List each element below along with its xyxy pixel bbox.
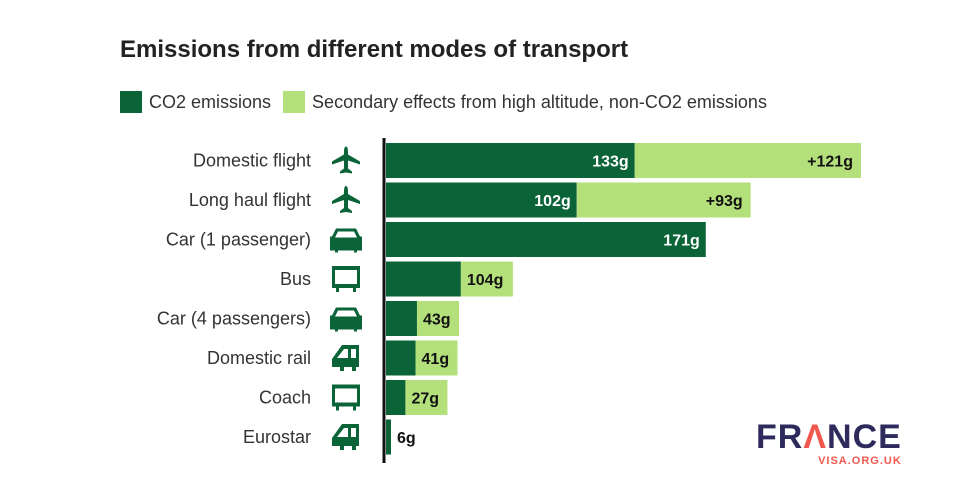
data-label-co2: 6g <box>397 430 416 447</box>
bar-co2 <box>386 222 706 257</box>
legend-label-co2: CO2 emissions <box>149 91 272 112</box>
plane-icon <box>332 186 360 213</box>
chart-title: Emissions from different modes of transp… <box>120 36 629 63</box>
car-icon <box>330 228 362 253</box>
bar-co2 <box>386 182 577 218</box>
bar-co2 <box>386 143 635 178</box>
data-label-co2: 104g <box>467 272 503 289</box>
data-label-co2: 133g <box>592 154 628 171</box>
data-label-co2: 41g <box>422 351 450 368</box>
data-label-co2: 171g <box>663 233 699 250</box>
bar-co2 <box>386 419 391 455</box>
legend-swatch-co2 <box>120 91 142 113</box>
data-label-background <box>460 261 513 297</box>
bar-co2 <box>386 301 417 336</box>
train-icon <box>332 345 359 371</box>
bar-secondary <box>634 143 861 178</box>
bar-co2 <box>386 340 416 376</box>
category-label: Long haul flight <box>189 190 311 210</box>
legend-label-secondary: Secondary effects from high altitude, no… <box>312 91 767 112</box>
legend-swatch-secondary <box>283 91 306 113</box>
category-label: Eurostar <box>243 427 311 447</box>
category-label: Bus <box>280 269 311 289</box>
data-label-co2: 27g <box>411 391 439 408</box>
data-label-background <box>416 301 459 336</box>
bar-co2 <box>386 261 461 297</box>
category-label: Car (1 passenger) <box>166 230 311 250</box>
category-label: Coach <box>259 388 311 408</box>
category-label: Domestic flight <box>193 151 311 171</box>
data-label-co2: 102g <box>534 193 570 210</box>
data-label-secondary: +93g <box>706 193 743 210</box>
bus-icon <box>332 266 360 292</box>
logo: FRΛNCE VISA.ORG.UK <box>756 418 902 467</box>
data-label-background <box>405 380 448 415</box>
bus-icon <box>332 384 360 411</box>
car-icon <box>330 307 362 332</box>
category-label: Car (4 passengers) <box>157 309 311 329</box>
data-label-secondary: +121g <box>807 154 853 171</box>
data-label-co2: 43g <box>423 312 451 329</box>
bar-co2 <box>386 380 406 415</box>
plane-icon <box>332 146 360 174</box>
bar-secondary <box>576 182 751 218</box>
legend: CO2 emissions Secondary effects from hig… <box>120 91 779 113</box>
data-label-background <box>415 340 458 376</box>
category-label: Domestic rail <box>207 348 311 368</box>
train-icon <box>332 424 359 450</box>
